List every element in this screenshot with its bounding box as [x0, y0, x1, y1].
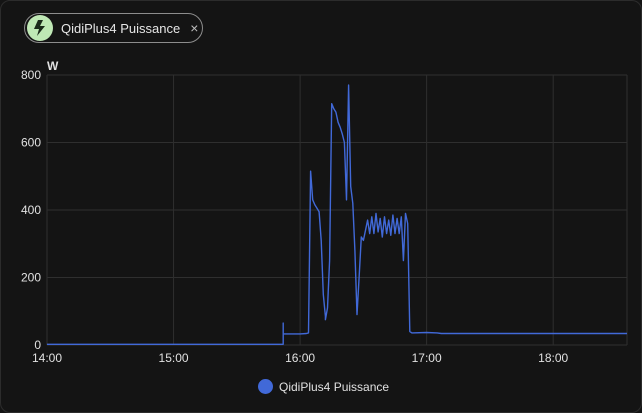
y-tick-label: 400 — [21, 203, 41, 217]
legend-label: QidiPlus4 Puissance — [279, 379, 390, 394]
entity-chip[interactable]: QidiPlus4 Puissance × — [24, 13, 203, 43]
close-icon[interactable]: × — [190, 20, 199, 36]
flash-icon — [27, 15, 53, 41]
entity-chip-label: QidiPlus4 Puissance — [61, 20, 181, 36]
y-tick-label: 800 — [21, 68, 41, 82]
x-tick-label: 15:00 — [159, 351, 189, 365]
y-axis-unit-label: W — [47, 59, 59, 73]
y-tick-label: 200 — [21, 271, 41, 285]
x-tick-label: 14:00 — [32, 351, 62, 365]
y-tick-label: 600 — [21, 136, 41, 150]
legend-swatch — [258, 379, 273, 394]
chart-legend[interactable]: QidiPlus4 Puissance — [258, 379, 389, 394]
series-line — [47, 84, 627, 345]
x-tick-label: 18:00 — [538, 351, 568, 365]
y-tick-label: 0 — [34, 338, 41, 352]
x-tick-label: 16:00 — [285, 351, 315, 365]
x-tick-label: 17:00 — [412, 351, 442, 365]
